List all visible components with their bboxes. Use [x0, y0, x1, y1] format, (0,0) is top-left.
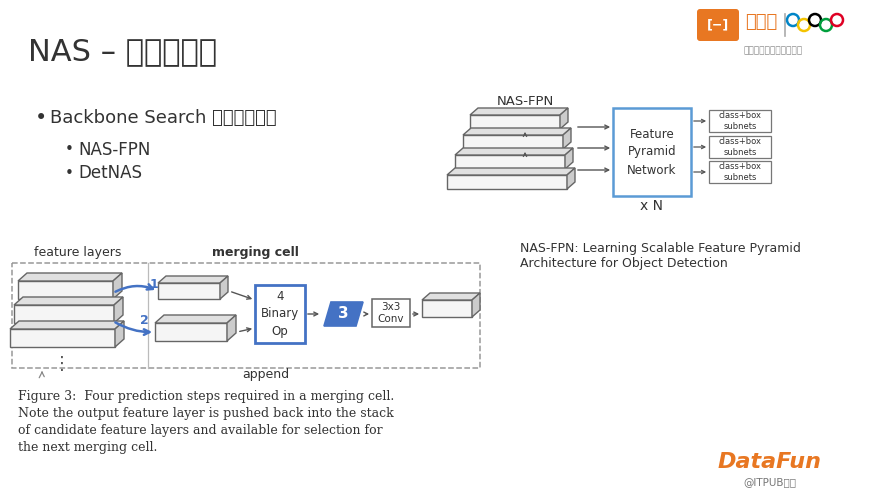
Text: •: •	[65, 166, 74, 180]
Text: 3x3
Conv: 3x3 Conv	[377, 302, 404, 324]
Polygon shape	[14, 297, 123, 305]
Text: 奥运会全球指定云服务商: 奥运会全球指定云服务商	[743, 46, 803, 55]
Text: NAS-FPN: NAS-FPN	[497, 95, 554, 108]
Polygon shape	[115, 321, 124, 347]
Polygon shape	[560, 108, 568, 129]
Polygon shape	[472, 293, 480, 317]
Polygon shape	[158, 276, 228, 283]
Polygon shape	[470, 115, 560, 129]
Text: x N: x N	[641, 199, 664, 213]
Polygon shape	[10, 329, 115, 347]
Text: [−]: [−]	[707, 18, 729, 32]
Polygon shape	[220, 276, 228, 299]
Polygon shape	[463, 128, 571, 135]
Text: 1: 1	[150, 278, 158, 291]
Text: 4
Binary
Op: 4 Binary Op	[261, 290, 299, 338]
Text: @ITPUB博客: @ITPUB博客	[743, 477, 797, 487]
Polygon shape	[470, 108, 568, 115]
Polygon shape	[567, 168, 575, 189]
Text: NAS-FPN: Learning Scalable Feature Pyramid: NAS-FPN: Learning Scalable Feature Pyram…	[520, 242, 801, 255]
Text: Feature
Pyramid
Network: Feature Pyramid Network	[627, 128, 676, 176]
Text: DataFun: DataFun	[718, 452, 822, 472]
Polygon shape	[455, 148, 573, 155]
Polygon shape	[18, 273, 122, 281]
Polygon shape	[463, 135, 563, 149]
Polygon shape	[155, 315, 236, 323]
Polygon shape	[324, 302, 363, 326]
FancyBboxPatch shape	[12, 263, 480, 368]
Polygon shape	[447, 175, 567, 189]
Polygon shape	[422, 300, 472, 317]
Text: feature layers: feature layers	[35, 246, 122, 259]
Text: •: •	[35, 108, 47, 128]
Polygon shape	[563, 128, 571, 149]
Text: the next merging cell.: the next merging cell.	[18, 441, 158, 454]
Polygon shape	[455, 155, 565, 169]
Text: class+box
subnets: class+box subnets	[718, 162, 762, 182]
Text: class+box
subnets: class+box subnets	[718, 137, 762, 157]
Text: merging cell: merging cell	[212, 246, 298, 259]
Text: class+box
subnets: class+box subnets	[718, 111, 762, 131]
Text: 2: 2	[140, 314, 149, 326]
Text: ⋮: ⋮	[53, 355, 71, 373]
FancyBboxPatch shape	[697, 9, 739, 41]
Polygon shape	[565, 148, 573, 169]
Polygon shape	[113, 273, 122, 299]
Text: Backbone Search 主干网络搜索: Backbone Search 主干网络搜索	[50, 109, 277, 127]
FancyBboxPatch shape	[709, 161, 771, 183]
Polygon shape	[14, 305, 114, 323]
Text: append: append	[242, 368, 289, 381]
FancyBboxPatch shape	[255, 285, 305, 343]
Polygon shape	[158, 283, 220, 299]
FancyBboxPatch shape	[709, 110, 771, 132]
Polygon shape	[447, 168, 575, 175]
Text: •: •	[65, 142, 74, 158]
Polygon shape	[18, 281, 113, 299]
Polygon shape	[155, 323, 227, 341]
Text: Architecture for Object Detection: Architecture for Object Detection	[520, 257, 728, 270]
FancyBboxPatch shape	[709, 136, 771, 158]
Polygon shape	[10, 321, 124, 329]
Text: NAS – 搜索主干网: NAS – 搜索主干网	[28, 38, 217, 66]
Text: DetNAS: DetNAS	[78, 164, 142, 182]
FancyBboxPatch shape	[372, 299, 410, 327]
FancyBboxPatch shape	[613, 108, 691, 196]
Polygon shape	[227, 315, 236, 341]
Polygon shape	[422, 293, 480, 300]
Text: Figure 3:  Four prediction steps required in a merging cell.: Figure 3: Four prediction steps required…	[18, 390, 394, 403]
Text: of candidate feature layers and available for selection for: of candidate feature layers and availabl…	[18, 424, 383, 437]
Text: Note the output feature layer is pushed back into the stack: Note the output feature layer is pushed …	[18, 407, 393, 420]
Text: 3: 3	[338, 306, 349, 322]
Text: NAS-FPN: NAS-FPN	[78, 141, 150, 159]
Text: 阿里云: 阿里云	[745, 13, 777, 31]
Polygon shape	[114, 297, 123, 323]
